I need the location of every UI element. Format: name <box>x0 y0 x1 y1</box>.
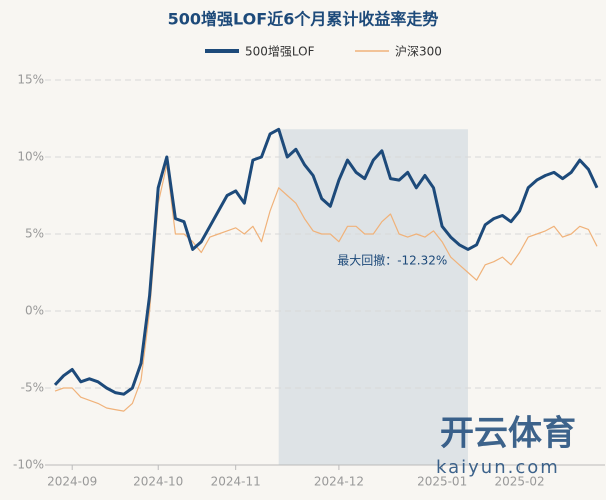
annotation: 最大回撤：-12.32% <box>337 253 447 268</box>
series-line <box>53 127 599 396</box>
x-tick-label: 2024-12 <box>314 475 364 489</box>
chart-title: 500增强LOF近6个月累计收益率走势 <box>168 10 439 29</box>
legend-label: 沪深300 <box>395 45 442 59</box>
y-tick-label: 0% <box>25 304 44 318</box>
x-tick-label: 2024-09 <box>47 475 97 489</box>
x-tick-label: 2024-10 <box>133 475 183 489</box>
drawdown-region <box>278 129 468 465</box>
x-tick-label: 2025-02 <box>495 475 545 489</box>
y-tick-label: 5% <box>25 227 44 241</box>
y-tick-label: 10% <box>17 150 44 164</box>
y-tick-label: 15% <box>17 73 44 87</box>
watermark: kaiyun.com <box>436 457 560 478</box>
y-tick-label: -5% <box>21 381 44 395</box>
legend-label: 500增强LOF <box>245 45 315 59</box>
x-tick-label: 2024-11 <box>211 475 261 489</box>
series-line <box>54 164 598 412</box>
x-tick-label: 2025-01 <box>417 475 467 489</box>
watermark: 开云体育 <box>440 414 576 454</box>
y-tick-label: -10% <box>13 458 44 472</box>
